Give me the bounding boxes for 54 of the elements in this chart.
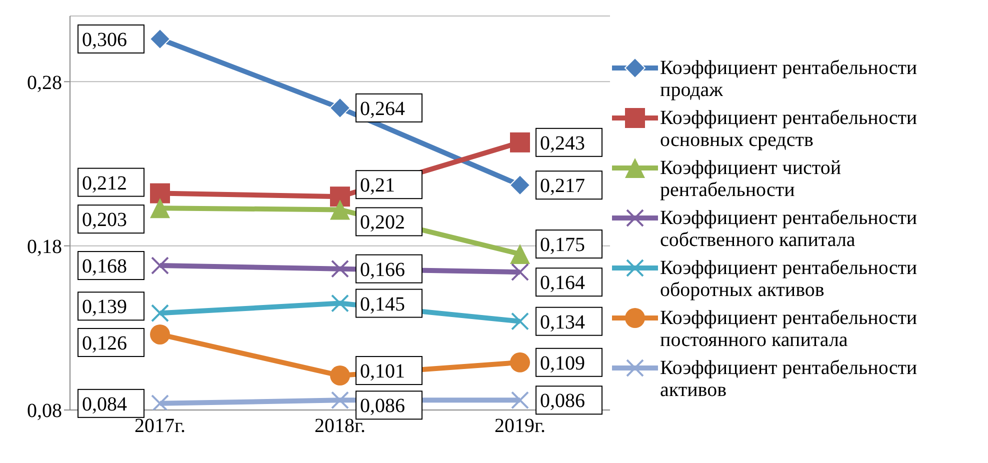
x-tick-label: 2017г. — [134, 415, 186, 438]
point — [331, 391, 349, 410]
point — [511, 391, 529, 410]
data-label: 0,086 — [540, 390, 585, 412]
point — [330, 186, 350, 207]
legend-label: Коэффициент рентабельности продаж — [660, 56, 918, 100]
legend-label: Коэффициент рентабельности основных средств — [660, 106, 918, 150]
point — [150, 183, 170, 204]
data-label: 0,212 — [82, 172, 127, 194]
data-label: 0,21 — [360, 174, 395, 197]
data-label: 0,086 — [360, 395, 405, 418]
data-label: 0,203 — [82, 209, 127, 232]
point — [330, 97, 350, 118]
legend-label: Коэффициент рентабельности постоянного капитала — [660, 306, 918, 350]
point — [150, 198, 170, 218]
y-tick-label: 0,28 — [27, 72, 62, 94]
point — [331, 294, 349, 312]
data-label: 0,109 — [540, 352, 585, 374]
point — [510, 174, 530, 196]
data-label: 0,166 — [360, 258, 405, 281]
data-label: 0,217 — [540, 175, 585, 198]
point — [510, 244, 530, 264]
x-tick-label: 2019г. — [494, 415, 546, 438]
point — [151, 304, 169, 322]
legend-label: Коэффициент рентабельности оборотных активов — [660, 256, 918, 300]
data-label: 0,175 — [540, 234, 585, 256]
point — [150, 28, 170, 50]
point — [511, 263, 529, 282]
data-label: 0,202 — [360, 212, 405, 234]
point — [330, 366, 350, 386]
data-label: 0,134 — [540, 311, 585, 334]
point — [510, 352, 530, 372]
point — [151, 256, 169, 275]
legend-label: Коэффициент рентабельности собственного капитала — [660, 206, 918, 250]
point — [510, 132, 530, 152]
x-tick-label: 2018г. — [314, 415, 366, 438]
data-label: 0,264 — [360, 98, 405, 120]
data-label: 0,306 — [82, 28, 127, 51]
data-label: 0,243 — [540, 132, 585, 154]
point — [331, 260, 349, 278]
data-label: 0,126 — [82, 332, 127, 354]
y-tick-label: 0,08 — [27, 400, 62, 422]
point — [150, 324, 170, 344]
data-label: 0,164 — [540, 272, 585, 294]
legend-label: Коэффициент рентабельности активов — [660, 356, 918, 400]
data-label: 0,139 — [82, 296, 127, 318]
data-label: 0,168 — [82, 256, 127, 278]
data-label: 0,145 — [360, 293, 405, 316]
point — [511, 312, 529, 330]
y-tick-label: 0,18 — [27, 236, 62, 258]
data-label: 0,084 — [82, 393, 127, 416]
data-label: 0,101 — [360, 360, 405, 383]
legend-label: Коэффициент чистой рентабельности — [660, 156, 842, 200]
point — [330, 200, 350, 220]
